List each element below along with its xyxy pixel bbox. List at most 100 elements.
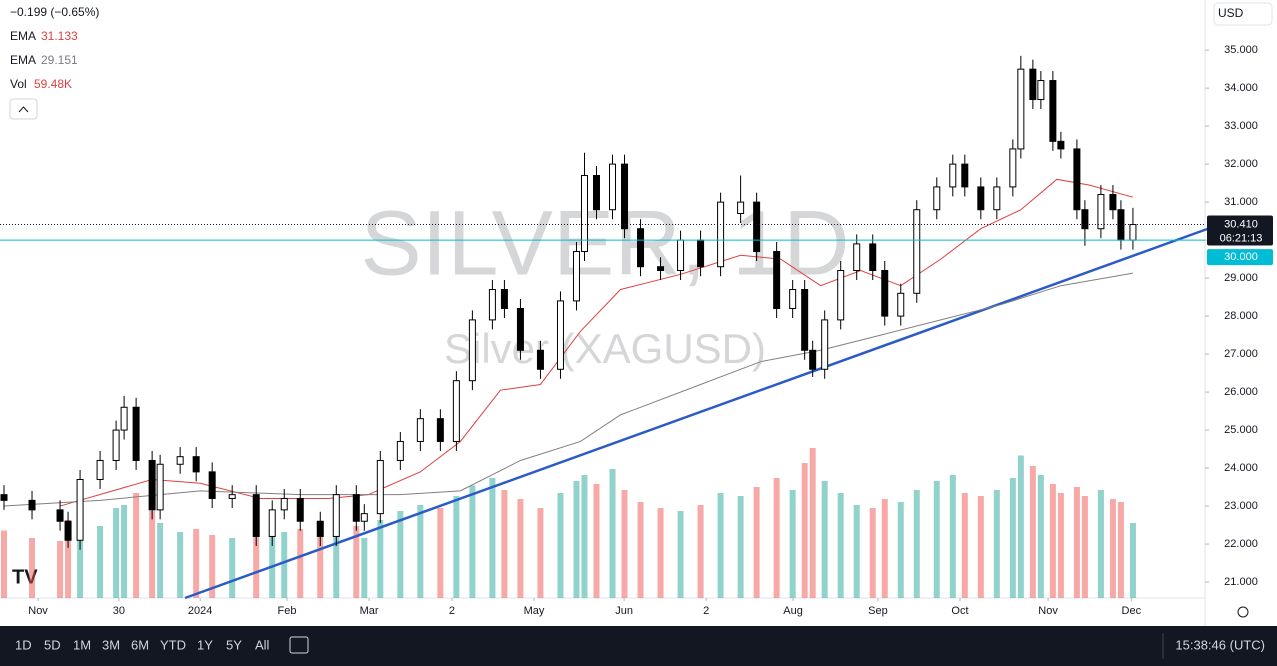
date-range-icon[interactable]	[289, 636, 309, 654]
volume-bar	[993, 490, 1000, 598]
range-button[interactable]: 1Y	[197, 637, 213, 652]
candle-body	[717, 201, 725, 268]
candle-body	[1017, 68, 1025, 150]
range-button[interactable]: YTD	[160, 637, 186, 652]
volume-bar	[281, 532, 288, 598]
candle-body	[1029, 68, 1037, 101]
candle-body	[853, 243, 861, 272]
volume-bar	[609, 469, 616, 598]
range-button[interactable]: 5Y	[226, 637, 242, 652]
candle-body	[148, 459, 156, 511]
volume-bar	[837, 493, 844, 598]
volume-bar	[501, 490, 508, 598]
volume-bar	[637, 502, 644, 598]
watermark-sub: Silver (XAGUSD)	[444, 325, 766, 372]
candle-body	[352, 494, 360, 522]
volume-bar	[1129, 523, 1136, 598]
candle-body	[1057, 140, 1065, 150]
candle-body	[416, 418, 424, 442]
x-tick-label: 2	[449, 605, 455, 617]
y-tick-label: 28.000	[1224, 310, 1258, 322]
candle-body	[500, 289, 508, 309]
volume-bar	[961, 493, 968, 598]
volume-bar	[717, 493, 724, 598]
volume-bar	[177, 532, 184, 598]
y-tick-label: 24.000	[1224, 462, 1258, 474]
collapse-legend[interactable]	[9, 98, 38, 120]
candle-body	[0, 494, 8, 501]
chevron-icon	[18, 106, 29, 113]
candle-body	[993, 186, 1001, 211]
countdown: 06:21:13	[1220, 232, 1263, 244]
candle-body	[881, 270, 889, 317]
candle-body	[821, 319, 829, 370]
candle-body	[436, 418, 444, 442]
candle-body	[280, 497, 288, 511]
range-button[interactable]: 1M	[73, 637, 91, 652]
currency-button[interactable]	[1213, 2, 1273, 26]
settings-icon[interactable]	[1237, 606, 1249, 618]
volume-bar	[1057, 493, 1064, 598]
candle-body	[637, 228, 645, 268]
candle-body	[621, 163, 629, 230]
last-price-label: 30.410	[1224, 218, 1258, 230]
volume-bar	[1, 530, 8, 598]
volume-bar	[157, 523, 164, 598]
range-button[interactable]: 3M	[102, 637, 120, 652]
volume-bar	[977, 496, 984, 598]
candle-body	[801, 289, 809, 351]
volume-bar	[581, 475, 588, 598]
level-box	[1207, 249, 1273, 266]
volume-bar	[97, 526, 104, 598]
volume-bar	[453, 496, 460, 598]
y-tick-label: 31.000	[1224, 196, 1258, 208]
volume-bar	[809, 448, 816, 598]
range-button[interactable]: 1D	[15, 637, 32, 652]
bottom-toolbar	[0, 626, 1277, 666]
level-label: 30.000	[1224, 251, 1258, 263]
ema-line	[59, 178, 1134, 507]
y-tick-label: 34.000	[1224, 82, 1258, 94]
candle-body	[28, 499, 36, 511]
x-tick-label: Dec	[1122, 605, 1142, 617]
volume-bar	[377, 520, 384, 598]
candle-body	[1073, 148, 1081, 211]
volume-bar	[1049, 484, 1056, 598]
candle-body	[120, 406, 128, 431]
candle-body	[773, 251, 781, 309]
volume-bar	[297, 529, 304, 598]
volume-bar	[317, 535, 324, 598]
candle-body	[516, 307, 524, 351]
candle-body	[556, 300, 564, 370]
legend-value: 29.151	[41, 53, 78, 67]
candle-body	[677, 239, 685, 272]
change: −0.199 (−0.65%)	[10, 5, 99, 19]
currency[interactable]: USD	[1218, 6, 1244, 20]
x-tick-label: 2	[703, 605, 709, 617]
candle-body	[332, 494, 340, 537]
candle-body	[132, 406, 140, 461]
volume-bar	[557, 493, 564, 598]
volume-bar	[1017, 455, 1024, 598]
x-tick-label: Oct	[951, 605, 968, 617]
volume-bar	[657, 508, 664, 598]
volume-bar	[621, 490, 628, 598]
y-tick-label: 32.000	[1224, 158, 1258, 170]
volume-bar	[1037, 475, 1044, 598]
candle-body	[208, 471, 216, 499]
range-button[interactable]: 5D	[44, 637, 61, 652]
volume-bar	[801, 463, 808, 598]
candle-body	[96, 459, 104, 480]
range-button[interactable]: All	[255, 637, 270, 652]
y-tick-label: 26.000	[1224, 386, 1258, 398]
legend-name: EMA	[10, 53, 36, 67]
candle-body	[1037, 80, 1045, 101]
y-tick-label: 21.000	[1224, 576, 1258, 588]
candle-body	[1009, 148, 1017, 188]
volume-bar	[753, 487, 760, 598]
volume-bar	[397, 511, 404, 598]
candle-body	[572, 251, 580, 302]
x-tick-label: Nov	[1038, 605, 1058, 617]
range-button[interactable]: 6M	[131, 637, 149, 652]
